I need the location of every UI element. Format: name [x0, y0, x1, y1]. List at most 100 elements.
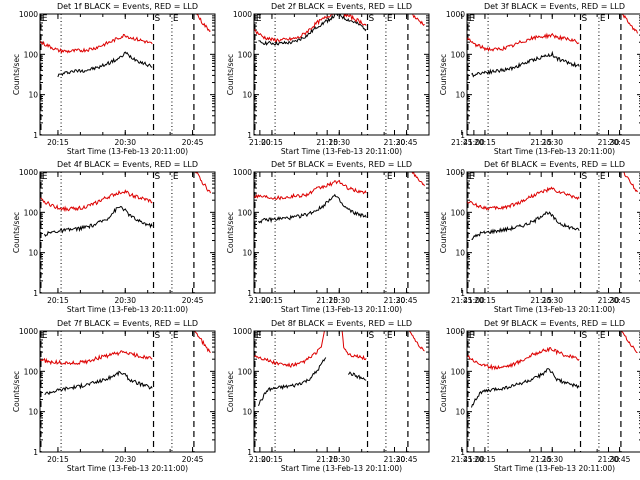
y-tick-label: 10	[455, 249, 465, 258]
detector-panel: Det 6f BLACK = Events, RED = LLD Counts/s…	[439, 160, 640, 314]
y-tick-label: 1000	[233, 327, 252, 336]
x-tick-label: 20:30	[541, 455, 563, 464]
event-marker-label: E	[469, 331, 475, 341]
x-tick-label: 20:45	[396, 296, 418, 305]
event-marker-label: E	[42, 14, 48, 24]
lld-series-line	[341, 331, 367, 361]
x-axis-label: Start Time (13-Feb-13 20:11:00)	[281, 305, 402, 314]
x-tick-label: 20:15	[474, 455, 496, 464]
x-tick-label: 20:45	[396, 455, 418, 464]
lld-series-line	[368, 14, 425, 26]
y-tick-label: 1000	[19, 327, 38, 336]
x-tick-label: 20:15	[47, 138, 69, 147]
x-tick-label: 21:15	[316, 455, 338, 464]
lld-series-line	[254, 14, 367, 43]
lld-series-line	[581, 14, 638, 34]
event-marker-label: S	[155, 172, 161, 182]
x-axis-label: Start Time (13-Feb-13 20:11:00)	[494, 305, 615, 314]
y-tick-label: 1000	[446, 327, 465, 336]
lld-series-line	[154, 172, 211, 194]
y-tick-label: 10	[455, 91, 465, 100]
y-tick-label: 100	[24, 367, 39, 376]
panel-title: Det 9f BLACK = Events, RED = LLD	[484, 319, 625, 328]
lld-series-line	[467, 346, 580, 371]
x-tick-label: 21:30	[384, 296, 406, 305]
y-tick-label: 10	[242, 249, 252, 258]
x-tick-label: 20:15	[474, 138, 496, 147]
y-tick-label: 1	[33, 289, 38, 298]
y-axis-label: Counts/sec	[439, 371, 448, 412]
lld-series-line	[154, 331, 211, 354]
y-tick-label: 10	[455, 408, 465, 417]
y-tick-label: 1000	[19, 10, 38, 19]
detector-panel: Det 9f BLACK = Events, RED = LLD Counts/s…	[439, 319, 640, 473]
x-tick-label: 21:00	[463, 455, 485, 464]
y-tick-label: 10	[242, 91, 252, 100]
y-tick-label: 10	[28, 91, 38, 100]
event-marker-label: E	[173, 331, 179, 341]
y-tick-label: 100	[238, 367, 253, 376]
detector-panel: Det 7f BLACK = Events, RED = LLD Counts/s…	[12, 319, 473, 473]
y-tick-label: 1000	[19, 168, 38, 177]
x-tick-label: 21:15	[316, 138, 338, 147]
event-marker-label: E	[600, 14, 606, 24]
detector-panel: Det 1f BLACK = Events, RED = LLD Counts/s…	[12, 2, 473, 156]
plot-frame	[39, 171, 216, 294]
x-tick-label: 21:30	[598, 296, 620, 305]
lld-series-line	[40, 33, 153, 54]
y-axis-label: Counts/sec	[12, 212, 21, 253]
event-marker-label: E	[600, 331, 606, 341]
x-tick-label: 20:30	[328, 455, 350, 464]
y-tick-label: 100	[238, 50, 253, 59]
x-tick-label: 21:15	[530, 296, 552, 305]
event-marker-label: E	[42, 331, 48, 341]
panel-title: Det 8f BLACK = Events, RED = LLD	[271, 319, 412, 328]
event-marker-label: S	[582, 331, 588, 341]
x-axis-label: Start Time (13-Feb-13 20:11:00)	[494, 464, 615, 473]
x-tick-label: 21:00	[249, 296, 271, 305]
panel-title: Det 6f BLACK = Events, RED = LLD	[484, 160, 625, 169]
y-axis-label: Counts/sec	[12, 371, 21, 412]
y-tick-label: 1000	[233, 168, 252, 177]
y-tick-label: 1	[460, 448, 465, 457]
x-axis-label: Start Time (13-Feb-13 20:11:00)	[494, 147, 615, 156]
x-tick-label: 20:30	[541, 296, 563, 305]
detector-panel: Det 3f BLACK = Events, RED = LLD Counts/s…	[439, 2, 640, 156]
y-tick-label: 10	[242, 408, 252, 417]
y-axis-label: Counts/sec	[226, 212, 235, 253]
y-tick-label: 100	[451, 50, 466, 59]
y-tick-label: 10	[28, 249, 38, 258]
x-tick-label: 20:15	[261, 455, 283, 464]
x-tick-label: 20:30	[114, 296, 136, 305]
x-axis-label: Start Time (13-Feb-13 20:11:00)	[281, 464, 402, 473]
y-tick-label: 1	[33, 131, 38, 140]
panel-title: Det 4f BLACK = Events, RED = LLD	[57, 160, 198, 169]
x-axis-label: Start Time (13-Feb-13 20:11:00)	[67, 464, 188, 473]
event-marker-label: E	[469, 14, 475, 24]
panel-title: Det 1f BLACK = Events, RED = LLD	[57, 2, 198, 11]
x-axis-label: Start Time (13-Feb-13 20:11:00)	[67, 147, 188, 156]
event-marker-label: E	[387, 172, 393, 182]
event-marker-label: E	[387, 331, 393, 341]
x-tick-label: 20:30	[114, 455, 136, 464]
events-series-line	[471, 50, 580, 78]
x-tick-label: 21:30	[384, 455, 406, 464]
x-axis-label: Start Time (13-Feb-13 20:11:00)	[67, 305, 188, 314]
y-tick-label: 1000	[446, 168, 465, 177]
lld-series-line	[154, 14, 211, 32]
x-tick-label: 21:30	[598, 455, 620, 464]
lld-series-line	[368, 172, 425, 187]
lld-series-line	[254, 331, 325, 369]
x-tick-label: 21:00	[463, 296, 485, 305]
detector-panel: Det 4f BLACK = Events, RED = LLD Counts/s…	[12, 160, 473, 314]
y-tick-label: 1	[247, 131, 252, 140]
x-tick-label: 20:45	[396, 138, 418, 147]
event-marker-label: E	[600, 172, 606, 182]
x-tick-label: 20:45	[182, 138, 204, 147]
plot-frame	[39, 13, 216, 136]
events-series-line	[471, 211, 580, 240]
detector-panel: Det 5f BLACK = Events, RED = LLD Counts/s…	[226, 160, 620, 314]
x-tick-label: 21:00	[249, 138, 271, 147]
x-tick-label: 21:00	[249, 455, 271, 464]
